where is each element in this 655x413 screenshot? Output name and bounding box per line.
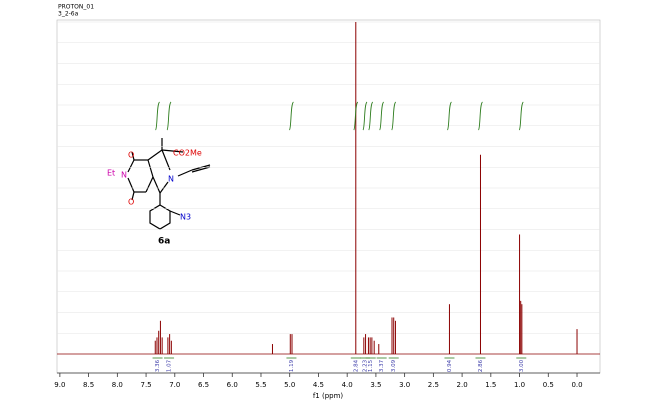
integral-label: 2.23 xyxy=(362,359,368,372)
bond xyxy=(161,149,184,153)
integral-curve xyxy=(289,101,294,131)
atom-label: O xyxy=(128,198,134,207)
bond xyxy=(145,176,154,193)
integral-curve xyxy=(155,101,160,131)
x-tick-label: 3.0 xyxy=(399,381,410,389)
integral-curve xyxy=(391,101,397,131)
integral-label: 2.84 xyxy=(353,359,359,372)
bond xyxy=(152,176,161,194)
x-tick-label: 9.0 xyxy=(54,381,65,389)
bond xyxy=(131,191,135,201)
x-tick-label: 2.5 xyxy=(428,381,439,389)
x-tick-label: 4.0 xyxy=(342,381,353,389)
x-tick-label: 4.5 xyxy=(313,381,324,389)
integral-curve xyxy=(368,101,374,131)
header-line: PROTON_01 xyxy=(58,4,94,11)
integral-curve xyxy=(447,101,452,131)
integral-label: 0.94 xyxy=(447,359,453,372)
x-tick-label: 0.0 xyxy=(571,381,582,389)
atom-label: O xyxy=(128,151,134,160)
integral-curve xyxy=(362,101,368,131)
bond xyxy=(127,177,135,193)
compound-label: 6a xyxy=(158,237,170,247)
bond xyxy=(177,169,193,177)
integral-label: 1.19 xyxy=(289,359,295,372)
x-tick-label: 7.0 xyxy=(169,381,180,389)
bond xyxy=(131,151,135,161)
x-tick-label: 3.5 xyxy=(370,381,381,389)
x-tick-label: 5.0 xyxy=(284,381,295,389)
integral-curve xyxy=(478,101,483,131)
atom-label: Et xyxy=(107,169,115,178)
structure: O Et N O N CO2Me N3 6a xyxy=(107,138,211,247)
integral-label: 3.00 xyxy=(519,359,525,372)
bond xyxy=(169,210,181,216)
atom-label: CO2Me xyxy=(173,149,202,158)
x-tick-label: 8.0 xyxy=(112,381,123,389)
bond xyxy=(191,166,211,173)
x-tick-label: 2.0 xyxy=(457,381,468,389)
bond xyxy=(159,181,169,194)
integral-label: 1.07 xyxy=(167,359,173,372)
x-tick-label: 6.0 xyxy=(227,381,238,389)
header-line: 3_2-6a xyxy=(58,11,79,18)
integral-label: 3.37 xyxy=(379,359,385,372)
x-tick-label: 1.5 xyxy=(485,381,496,389)
integral-curve xyxy=(166,101,172,131)
integral-curve xyxy=(518,101,524,131)
atom-label: N3 xyxy=(180,213,191,222)
bond xyxy=(147,159,154,178)
integral-label: 1.15 xyxy=(368,359,374,372)
integral-label: 2.86 xyxy=(478,359,484,372)
x-tick-label: 1.0 xyxy=(514,381,525,389)
x-tick-label: 5.5 xyxy=(255,381,266,389)
atom-label: N xyxy=(168,175,174,184)
x-tick-label: 8.5 xyxy=(83,381,94,389)
x-tick-label: 0.5 xyxy=(543,381,554,389)
integral-label: 3.09 xyxy=(391,359,397,372)
integral-curve xyxy=(379,101,385,131)
integral-label: 3.36 xyxy=(155,359,161,372)
bond xyxy=(127,159,135,173)
integral-curve xyxy=(353,101,359,131)
x-tick-label: 7.5 xyxy=(140,381,151,389)
atom-label: N xyxy=(121,171,127,180)
x-tick-label: 6.5 xyxy=(198,381,209,389)
bond xyxy=(161,149,171,171)
bond xyxy=(147,149,163,161)
plot-frame xyxy=(56,19,601,374)
x-axis-label: f1 (ppm) xyxy=(313,392,344,400)
